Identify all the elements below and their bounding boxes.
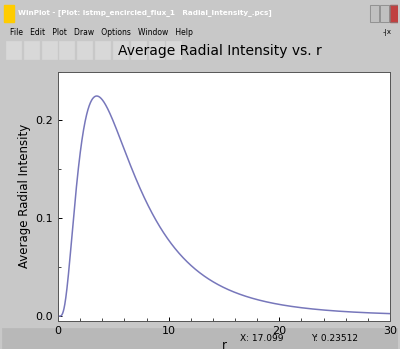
Text: File   Edit   Plot   Draw   Options   Window   Help: File Edit Plot Draw Options Window Help [10,28,193,37]
Bar [380,5,389,22]
Bar [148,41,164,59]
Bar [42,41,57,59]
Bar [370,5,379,22]
Bar [113,41,128,59]
Bar [95,41,110,59]
Bar [60,41,74,59]
Bar [380,5,389,22]
Bar [6,41,21,59]
Bar [390,5,399,22]
Text: Average Radial Intensity vs. r: Average Radial Intensity vs. r [118,44,322,58]
Text: -|x: -|x [382,29,391,36]
Bar [370,5,379,22]
Text: WinPlot - [Plot: lstmp_encircled_flux_1   Radial_Intensity_.pcs]: WinPlot - [Plot: lstmp_encircled_flux_1 … [18,9,272,16]
Bar [131,41,146,59]
Bar [24,41,39,59]
Bar [166,41,181,59]
Y-axis label: Average Radial Intensity: Average Radial Intensity [18,124,31,268]
X-axis label: r: r [222,339,226,349]
Bar [77,41,92,59]
Bar [4,5,14,22]
Text: Y: 0.23512: Y: 0.23512 [311,334,358,343]
Bar [390,5,399,22]
Text: X: 17.099: X: 17.099 [240,334,283,343]
